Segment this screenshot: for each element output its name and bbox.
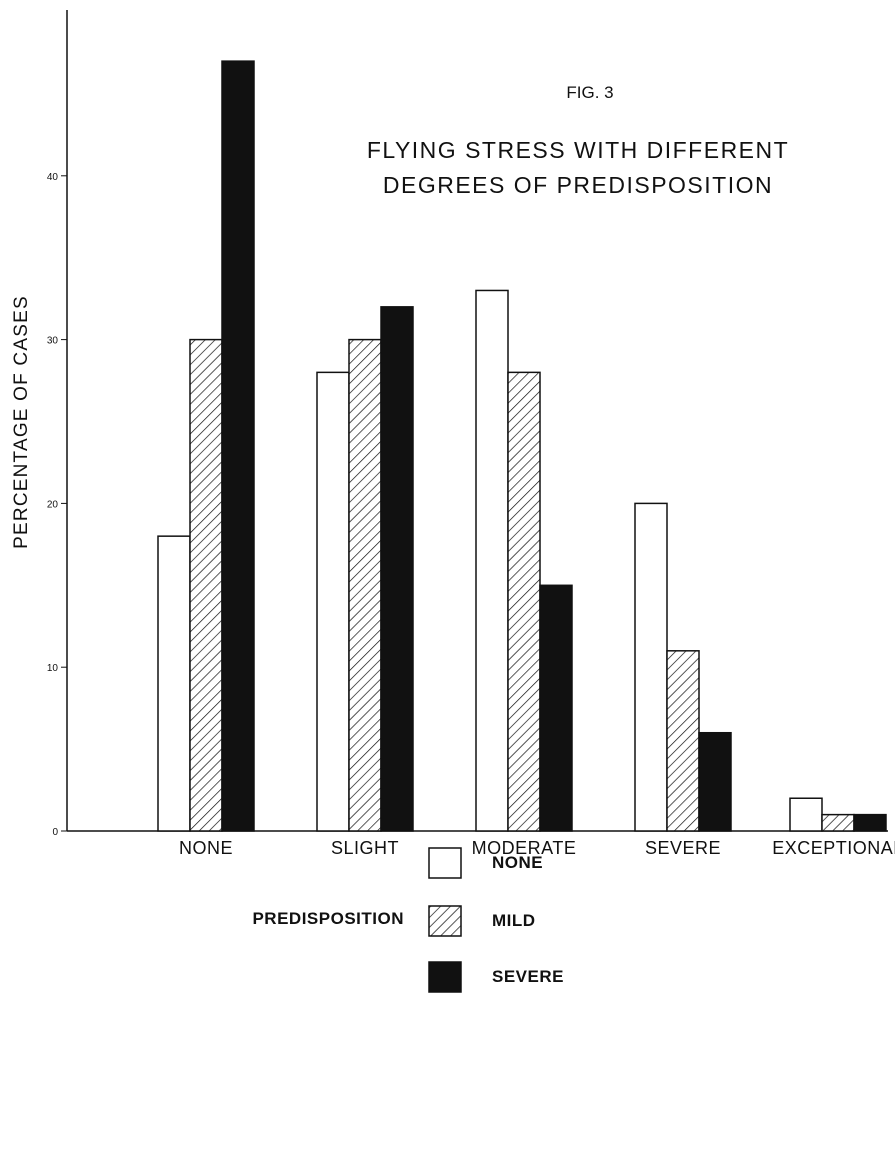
bar-none-mild (189, 338, 223, 832)
y-tick-label-30: 30 (47, 336, 59, 347)
y-tick-label-20: 20 (47, 499, 59, 510)
y-ticks: 0 10 20 30 40 (47, 172, 67, 838)
y-tick-label-0: 0 (52, 827, 58, 838)
legend-swatch-mild (428, 905, 462, 937)
bar-none-none (157, 535, 191, 832)
chart-title-line-2: DEGREES OF PREDISPOSITION (383, 172, 773, 198)
legend-swatch-severe (428, 961, 462, 993)
legend: PREDISPOSITION NONE MILD SEVERE (252, 847, 564, 993)
x-tick-label-none: NONE (179, 838, 233, 858)
bar-slight-mild (348, 338, 382, 832)
x-tick-labels: NONE SLIGHT MODERATE SEVERE EXCEPTIONAL (179, 838, 895, 858)
bar-exceptional-mild (821, 813, 855, 832)
bar-moderate-none (475, 289, 509, 832)
x-tick-label-moderate: MODERATE (472, 838, 577, 858)
bar-severe-severe (698, 731, 732, 832)
legend-swatch-none (428, 847, 462, 879)
chart-title-line-1: FLYING STRESS WITH DIFFERENT (367, 137, 789, 163)
x-tick-label-slight: SLIGHT (331, 838, 399, 858)
y-axis-label: PERCENTAGE OF CASES (11, 295, 32, 549)
legend-title: PREDISPOSITION (252, 909, 404, 928)
y-tick-label-40: 40 (47, 172, 59, 183)
bar-exceptional-none (789, 797, 823, 832)
bar-none-severe (221, 60, 255, 832)
legend-label-mild: MILD (492, 911, 536, 930)
legend-entries: NONE MILD SEVERE (428, 847, 564, 993)
y-tick-label-10: 10 (47, 663, 59, 674)
x-tick-label-exceptional: EXCEPTIONAL (772, 838, 895, 858)
bar-moderate-severe (539, 584, 573, 832)
bar-moderate-mild (507, 371, 541, 832)
bar-exceptional-severe (853, 813, 887, 832)
figure-label: FIG. 3 (566, 83, 613, 102)
legend-label-severe: SEVERE (492, 967, 564, 986)
bar-severe-mild (666, 650, 700, 832)
bar-slight-none (316, 371, 350, 832)
bar-slight-severe (380, 306, 414, 832)
bar-severe-none (634, 502, 668, 832)
bars (157, 60, 887, 832)
x-tick-label-severe: SEVERE (645, 838, 721, 858)
legend-label-none: NONE (492, 853, 543, 872)
